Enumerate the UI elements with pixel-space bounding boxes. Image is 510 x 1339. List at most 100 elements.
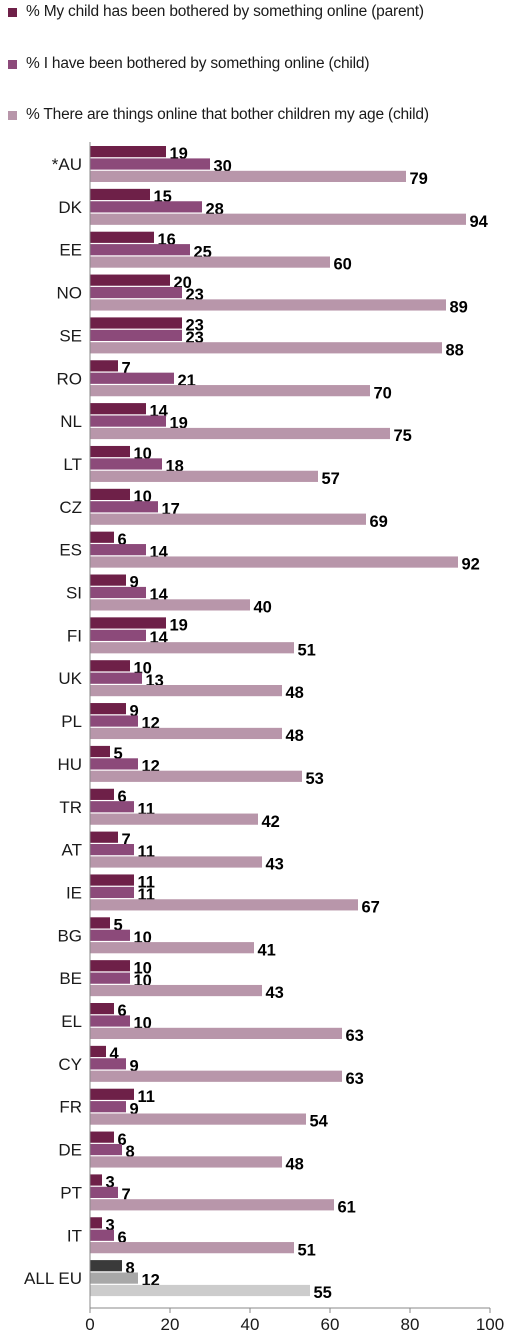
value-label-it-series-2: 6 [118, 1229, 127, 1247]
value-label-de-series-2: 8 [126, 1143, 135, 1161]
category-label-pl: PL [61, 712, 82, 731]
bar-si-series-3 [90, 599, 250, 611]
value-label-be-series-1: 10 [134, 959, 152, 977]
bar-at-series-3 [90, 856, 262, 868]
bar-uk-series-3 [90, 685, 282, 697]
value-label-cy-series-2: 9 [130, 1057, 139, 1075]
bar-nl-series-2 [90, 415, 166, 427]
category-label-de: DE [58, 1141, 82, 1160]
bar-nl-series-3 [90, 427, 390, 440]
category-label-au: *AU [52, 155, 82, 174]
value-label-si-series-1: 9 [130, 574, 139, 592]
value-label-se-series-1: 23 [186, 317, 204, 335]
value-label-all-eu-series-3: 55 [314, 1284, 332, 1302]
value-label-si-series-3: 40 [254, 599, 272, 617]
bar-it-series-1 [90, 1217, 102, 1229]
bar-hu-series-3 [90, 770, 302, 782]
value-label-ee-series-3: 60 [334, 256, 352, 274]
value-label-pl-series-1: 9 [130, 702, 139, 720]
bar-el-series-2 [90, 1015, 130, 1027]
bar-fr-series-1 [90, 1088, 134, 1100]
category-label-ro: RO [57, 369, 83, 388]
category-label-cy: CY [58, 1055, 82, 1074]
bar-fi-series-1 [90, 617, 166, 629]
bar-cy-series-3 [90, 1070, 342, 1082]
bar-ee-series-3 [90, 256, 330, 268]
bar-se-series-2 [90, 329, 182, 341]
value-label-bg-series-3: 41 [258, 941, 276, 959]
bar-cz-series-3 [90, 513, 366, 525]
value-label-nl-series-3: 75 [394, 427, 412, 445]
value-label-cy-series-1: 4 [110, 1045, 120, 1063]
category-label-es: ES [59, 541, 82, 560]
value-label-fr-series-1: 11 [138, 1088, 155, 1106]
bar-au-series-2 [90, 158, 210, 170]
bar-be-series-2 [90, 972, 130, 984]
bar-ie-series-3 [90, 899, 358, 911]
bar-at-series-1 [90, 831, 118, 843]
x-tick-label-60: 60 [321, 1315, 340, 1334]
bar-ro-series-2 [90, 372, 174, 384]
bar-ie-series-1 [90, 874, 134, 886]
value-label-fi-series-3: 51 [298, 641, 316, 659]
value-label-at-series-3: 43 [266, 856, 284, 874]
value-label-ie-series-1: 11 [138, 874, 155, 892]
legend-swatch-children-my-age [8, 110, 17, 120]
bar-all-eu-series-3 [90, 1284, 310, 1297]
category-label-ie: IE [66, 883, 82, 902]
category-label-no: NO [57, 284, 83, 303]
bar-au-series-1 [90, 146, 166, 158]
value-label-pl-series-3: 48 [286, 727, 304, 745]
value-label-el-series-3: 63 [346, 1027, 364, 1045]
category-label-nl: NL [60, 412, 82, 431]
bar-no-series-2 [90, 286, 182, 299]
bar-cy-series-1 [90, 1045, 106, 1058]
bar-es-series-2 [90, 544, 146, 556]
value-label-tr-series-1: 6 [118, 788, 127, 806]
value-label-uk-series-3: 48 [286, 684, 304, 702]
bar-de-series-2 [90, 1143, 122, 1156]
bar-hu-series-1 [90, 745, 110, 758]
bar-fr-series-2 [90, 1101, 126, 1113]
bar-ro-series-3 [90, 385, 370, 397]
bar-pl-series-2 [90, 715, 138, 727]
value-label-cy-series-3: 63 [346, 1070, 364, 1088]
value-label-no-series-3: 89 [450, 299, 468, 317]
value-label-fi-series-1: 19 [170, 617, 188, 635]
value-label-cz-series-3: 69 [370, 513, 388, 531]
value-label-be-series-3: 43 [266, 984, 284, 1002]
category-label-uk: UK [58, 669, 82, 688]
x-tick-label-20: 20 [161, 1315, 180, 1334]
bar-bg-series-1 [90, 917, 110, 929]
x-tick-label-40: 40 [241, 1315, 260, 1334]
bar-pt-series-2 [90, 1186, 118, 1198]
category-label-pt: PT [60, 1183, 82, 1202]
bar-no-series-3 [90, 299, 446, 311]
bar-pt-series-3 [90, 1199, 334, 1211]
value-label-hu-series-3: 53 [306, 770, 324, 788]
bar-at-series-2 [90, 844, 134, 856]
bar-cz-series-2 [90, 501, 158, 513]
value-label-ie-series-3: 67 [362, 898, 380, 916]
bar-si-series-2 [90, 586, 146, 599]
bar-pl-series-3 [90, 727, 282, 740]
category-label-all-eu: ALL EU [24, 1269, 82, 1288]
bar-ro-series-1 [90, 360, 118, 372]
category-label-ee: EE [59, 241, 82, 260]
x-tick-label-80: 80 [401, 1315, 420, 1334]
bar-it-series-2 [90, 1229, 114, 1241]
bar-tr-series-1 [90, 788, 114, 800]
bar-ee-series-1 [90, 231, 154, 243]
bar-it-series-3 [90, 1242, 294, 1254]
bar-be-series-1 [90, 960, 130, 972]
value-label-ro-series-3: 70 [374, 384, 392, 402]
value-label-lt-series-3: 57 [322, 470, 340, 488]
value-label-it-series-3: 51 [298, 1241, 316, 1259]
bar-nl-series-1 [90, 403, 146, 415]
value-label-all-eu-series-1: 8 [126, 1259, 135, 1277]
bar-fi-series-2 [90, 629, 146, 641]
value-label-pt-series-2: 7 [122, 1186, 131, 1204]
bar-se-series-1 [90, 317, 182, 329]
value-label-it-series-1: 3 [106, 1216, 115, 1234]
